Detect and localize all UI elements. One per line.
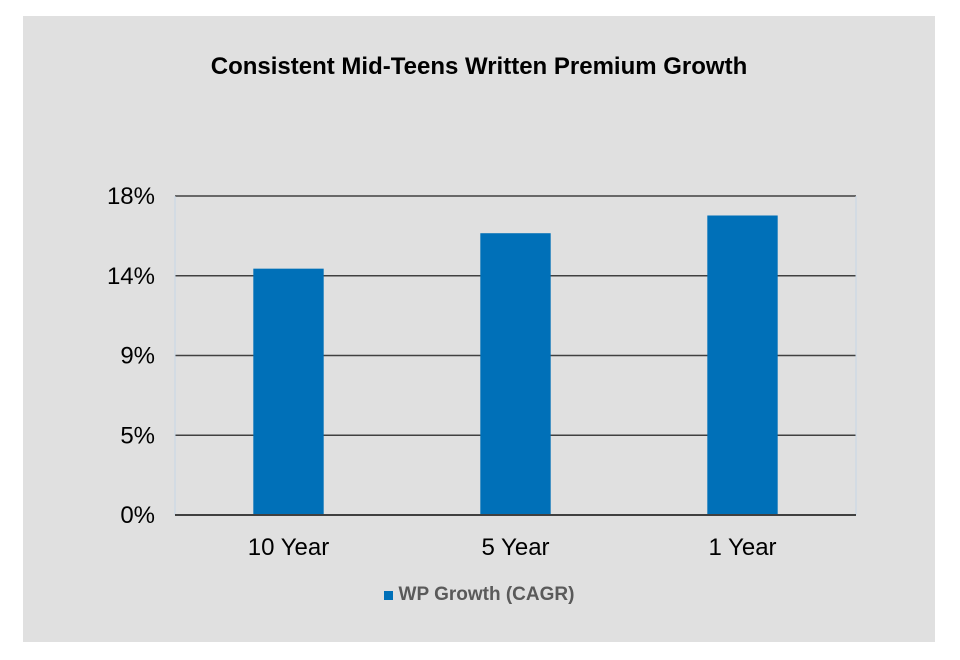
y-tick-label: 0% (120, 502, 155, 529)
bar-chart: 0% 5% 9% 14% 18% 10 Year 5 Year 1 Year (107, 183, 857, 561)
x-tick-label: 10 Year (248, 534, 329, 561)
chart-panel: Consistent Mid-Teens Written Premium Gro… (23, 16, 935, 642)
legend-swatch (383, 590, 393, 600)
legend: WP Growth (CAGR) (23, 584, 935, 606)
bar (480, 233, 551, 515)
y-tick-labels: 0% 5% 9% 14% 18% (107, 183, 155, 529)
x-tick-labels: 10 Year 5 Year 1 Year (248, 534, 777, 561)
y-tick-label: 5% (120, 422, 155, 449)
legend-label: WP Growth (CAGR) (398, 584, 575, 605)
y-tick-label: 9% (120, 343, 155, 370)
x-tick-label: 5 Year (481, 534, 549, 561)
x-tick-label: 1 Year (708, 534, 776, 561)
y-tick-label: 14% (107, 263, 155, 290)
bar (253, 268, 324, 515)
chart-title: Consistent Mid-Teens Written Premium Gro… (210, 53, 748, 80)
axes (174, 196, 857, 516)
y-tick-label: 18% (107, 183, 155, 210)
bar (707, 215, 778, 515)
bars (253, 215, 778, 515)
